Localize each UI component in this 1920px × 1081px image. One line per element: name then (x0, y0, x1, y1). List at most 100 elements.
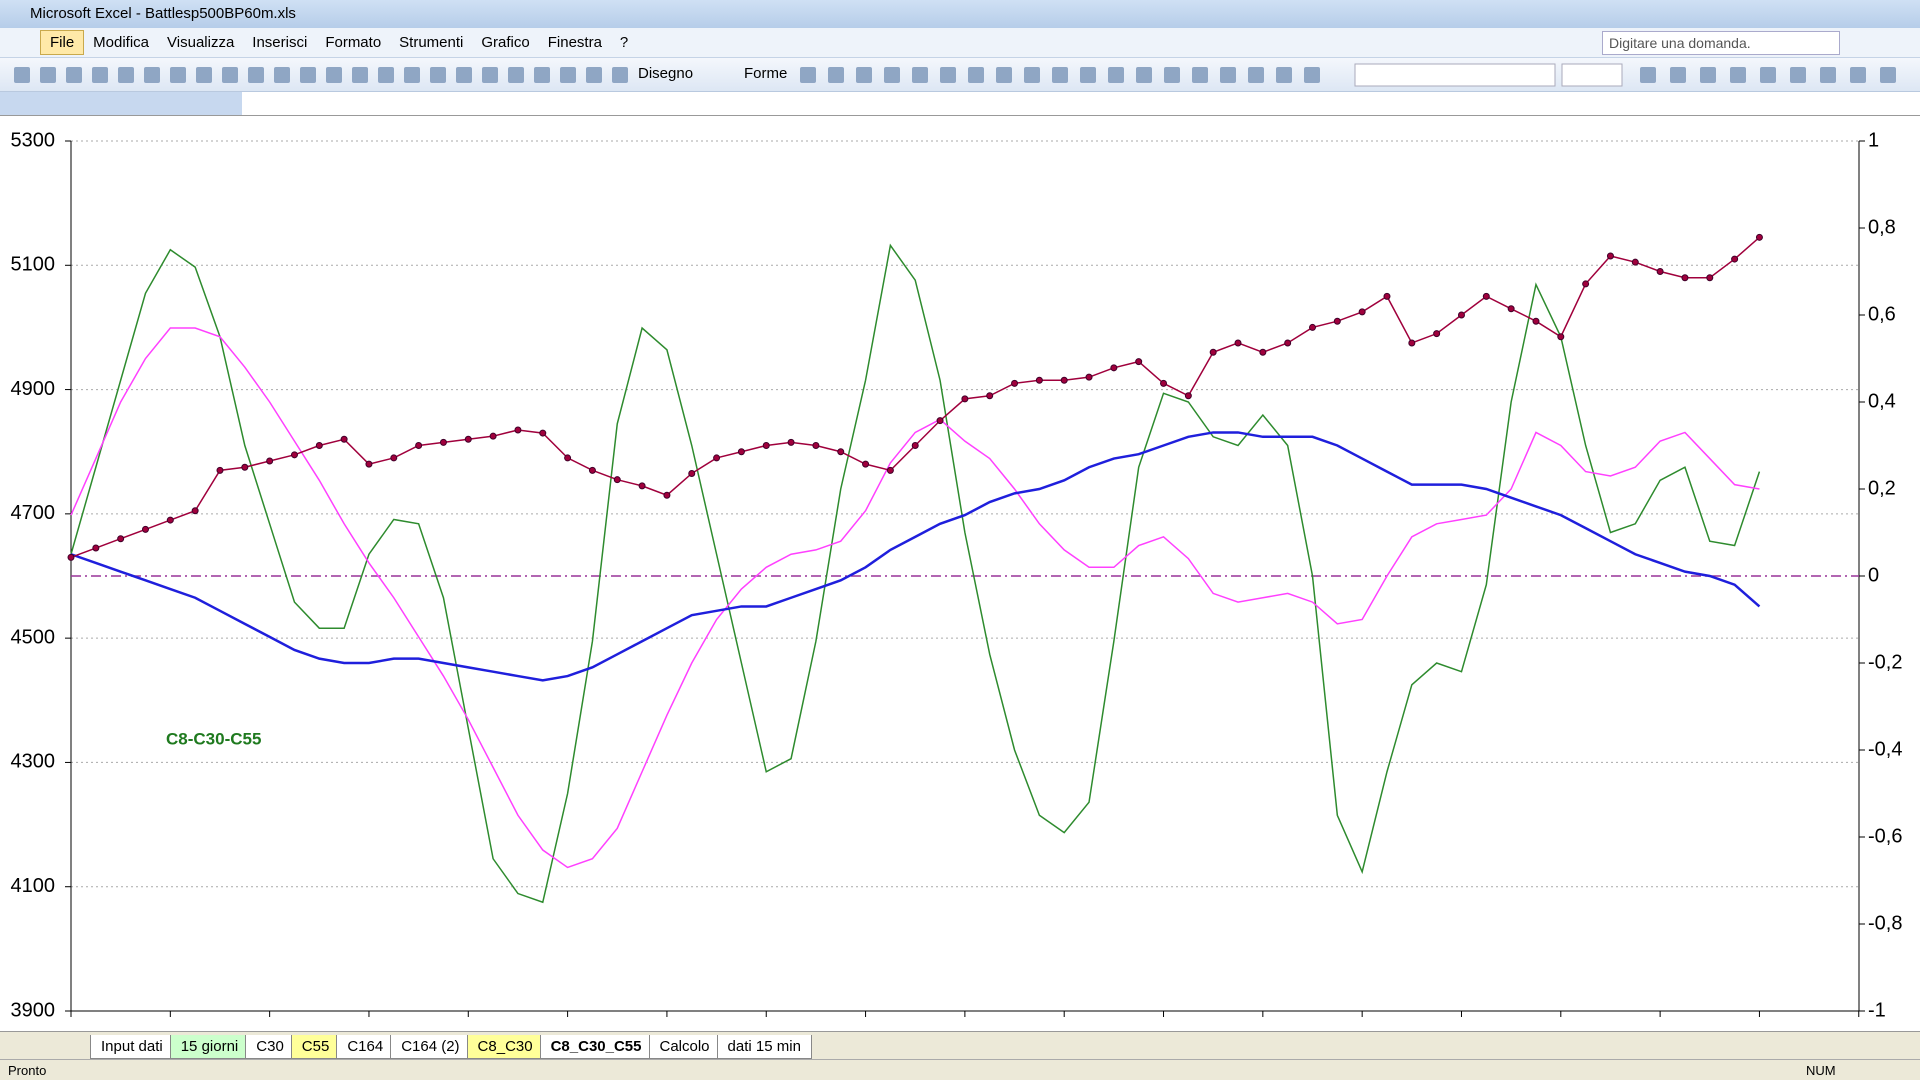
toolbar-icon (456, 67, 472, 83)
series-marker (365, 460, 373, 468)
y2-tick-label: 0 (1868, 564, 1879, 586)
menu-item[interactable]: ? (619, 34, 629, 51)
series-marker (688, 469, 696, 477)
series-line (70, 431, 1761, 682)
series-marker (1060, 376, 1068, 384)
series-marker (588, 466, 596, 474)
y-tick-label: 3900 (11, 999, 56, 1021)
toolbar-icon (940, 67, 956, 83)
series-marker (911, 442, 919, 449)
sheet-tab[interactable]: Input dati (90, 1035, 174, 1059)
series-marker (886, 466, 894, 474)
toolbar-icon (118, 67, 134, 83)
sheet-tab[interactable]: dati 15 min (716, 1035, 812, 1059)
series-marker (290, 451, 298, 459)
sheet-tab[interactable]: Calcolo (648, 1035, 721, 1059)
series-marker (1656, 268, 1664, 275)
series-marker (1110, 364, 1118, 372)
series-marker (390, 454, 398, 462)
sheet-tab[interactable]: C164 (2) (390, 1035, 471, 1059)
menu-item[interactable]: File (40, 30, 85, 55)
window-title: Microsoft Excel - Battlesp500BP60m.xls (30, 5, 296, 22)
toolbar-icon (912, 67, 928, 83)
annotation: C8-C30-C55 (166, 729, 261, 748)
toolbar: Disegno Forme (0, 58, 1920, 92)
menu-item[interactable]: Modifica (93, 34, 150, 51)
series-marker (663, 491, 671, 499)
y2-tick-label: -0,2 (1868, 651, 1902, 673)
series-marker (1706, 274, 1714, 282)
toolbar-icon (800, 67, 816, 83)
series-marker (787, 438, 795, 446)
y2-tick-label: -0,4 (1868, 738, 1902, 760)
toolbar-icon (1670, 67, 1686, 83)
series-line (70, 327, 1760, 869)
series-marker (1011, 379, 1019, 387)
menu-item[interactable]: Inserisci (252, 34, 308, 51)
series-marker (439, 438, 447, 446)
toolbar-icon (1790, 67, 1806, 83)
status-num: NUM (1806, 1063, 1836, 1078)
shapes-button[interactable]: Forme (744, 65, 787, 82)
menu-item[interactable]: Finestra (547, 34, 602, 51)
toolbar-icon (40, 67, 56, 83)
series-marker (1507, 305, 1515, 313)
series-marker (514, 426, 522, 434)
toolbar-icon (378, 67, 394, 83)
series-marker (1209, 348, 1217, 356)
drawing-button[interactable]: Disegno (638, 65, 693, 82)
sheet-tab[interactable]: C30 (245, 1035, 295, 1059)
toolbar-icon (1700, 67, 1716, 83)
series-marker (191, 507, 199, 515)
y2-tick-label: 0,4 (1868, 390, 1896, 412)
series-marker (1284, 339, 1292, 347)
series-marker (1259, 348, 1267, 356)
menu-item[interactable]: Grafico (481, 34, 530, 51)
toolbar-icon (968, 67, 984, 83)
formula-bar (0, 92, 1920, 116)
series-marker (837, 448, 845, 456)
font-box (1354, 63, 1556, 87)
series-marker (961, 395, 969, 403)
series-marker (1457, 311, 1465, 319)
y-tick-label: 5100 (11, 254, 56, 276)
toolbar-icon (828, 67, 844, 83)
toolbar-icon (482, 67, 498, 83)
series-marker (1631, 258, 1639, 266)
menu-item[interactable]: Visualizza (167, 34, 235, 51)
series-marker (166, 516, 174, 524)
toolbar-icon (66, 67, 82, 83)
series-marker (1035, 376, 1043, 384)
toolbar-icon (612, 67, 628, 83)
series-marker (266, 457, 274, 465)
sheet-tab[interactable]: C8_C30_C55 (539, 1035, 653, 1059)
help-box[interactable]: Digitare una domanda. (1602, 31, 1840, 55)
y2-tick-label: 0,8 (1868, 216, 1896, 238)
series-line (70, 243, 1761, 904)
series-marker (1358, 308, 1366, 316)
sheet-tab[interactable]: C164 (336, 1035, 395, 1059)
sheet-tab[interactable]: C8_C30 (466, 1035, 544, 1059)
toolbar-icon (1052, 67, 1068, 83)
sheet-tab[interactable]: C55 (290, 1035, 341, 1059)
toolbar-icon (1276, 67, 1292, 83)
series-marker (564, 454, 572, 462)
series-marker (1582, 280, 1590, 288)
status-bar: Pronto NUM (0, 1059, 1920, 1080)
name-box[interactable] (0, 92, 242, 115)
toolbar-icon (560, 67, 576, 83)
menu-item[interactable]: Formato (325, 34, 382, 51)
y2-tick-label: -1 (1868, 999, 1886, 1021)
toolbar-icon (996, 67, 1012, 83)
toolbar-icon (352, 67, 368, 83)
menu-item[interactable]: Strumenti (399, 34, 464, 51)
toolbar-icon (274, 67, 290, 83)
series-marker (1606, 252, 1614, 260)
series-marker (1383, 292, 1391, 300)
series-marker (92, 544, 100, 552)
y2-tick-label: 0,6 (1868, 303, 1896, 325)
series-marker (936, 417, 944, 425)
status-ready: Pronto (8, 1063, 47, 1078)
sheet-tab[interactable]: 15 giorni (169, 1035, 250, 1059)
